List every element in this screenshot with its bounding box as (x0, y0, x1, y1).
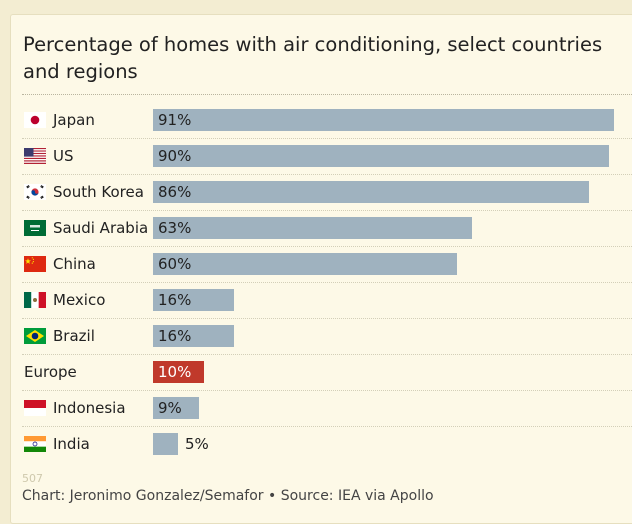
category-label-saudi-arabia: Saudi Arabia (24, 217, 148, 239)
bar-mexico (153, 289, 234, 311)
category-text: China (53, 255, 96, 273)
bar-europe (153, 361, 204, 383)
category-label-europe: Europe (24, 361, 77, 383)
category-text: Japan (53, 111, 95, 129)
category-text: Brazil (53, 327, 95, 345)
category-label-indonesia: Indonesia (24, 397, 126, 419)
value-label-south-korea: 86% (158, 183, 192, 201)
bar-indonesia (153, 397, 199, 419)
bar-japan (153, 109, 614, 131)
india-flag-icon (24, 436, 46, 452)
row-separator (22, 174, 632, 175)
saudi-arabia-flag-icon (24, 220, 46, 236)
bar-brazil (153, 325, 234, 347)
row-separator (22, 210, 632, 211)
category-text: South Korea (53, 183, 144, 201)
row-separator (22, 282, 632, 283)
category-text: Europe (24, 363, 77, 381)
category-text: US (53, 147, 74, 165)
bar-china (153, 253, 457, 275)
category-label-india: India (24, 433, 90, 455)
bar-chart: Japan 91% US 90% South Korea 86% Saudi Arabia 6… (22, 109, 632, 455)
japan-flag-icon (24, 112, 46, 128)
value-label-saudi-arabia: 63% (158, 219, 192, 237)
china-flag-icon (24, 256, 46, 272)
brazil-flag-icon (24, 328, 46, 344)
indonesia-flag-icon (24, 400, 46, 416)
value-label-indonesia: 9% (158, 399, 182, 417)
value-label-india: 5% (185, 435, 209, 453)
us-flag-icon (24, 148, 46, 164)
category-label-japan: Japan (24, 109, 95, 131)
source-note: Chart: Jeronimo Gonzalez/Semafor • Sourc… (22, 488, 434, 504)
value-label-us: 90% (158, 147, 192, 165)
row-separator (22, 354, 632, 355)
mexico-flag-icon (24, 292, 46, 308)
row-separator (22, 426, 632, 427)
value-label-mexico: 16% (158, 291, 192, 309)
category-text: Mexico (53, 291, 106, 309)
category-label-brazil: Brazil (24, 325, 95, 347)
category-text: Indonesia (53, 399, 126, 417)
category-text: Saudi Arabia (53, 219, 149, 237)
bar-us (153, 145, 609, 167)
category-label-us: US (24, 145, 74, 167)
title-divider (22, 94, 632, 95)
chart-title: Percentage of homes with air conditionin… (23, 33, 603, 83)
category-label-china: China (24, 253, 96, 275)
category-label-south-korea: South Korea (24, 181, 144, 203)
bar-saudi-arabia (153, 217, 472, 239)
value-label-china: 60% (158, 255, 192, 273)
value-label-europe: 10% (158, 363, 192, 381)
south-korea-flag-icon (24, 184, 46, 200)
row-separator (22, 318, 632, 319)
value-label-brazil: 16% (158, 327, 192, 345)
bar-india (153, 433, 178, 455)
row-separator (22, 246, 632, 247)
row-separator (22, 138, 632, 139)
category-label-mexico: Mexico (24, 289, 105, 311)
bar-south-korea (153, 181, 589, 203)
row-separator (22, 390, 632, 391)
value-label-japan: 91% (158, 111, 192, 129)
category-text: India (53, 435, 90, 453)
faint-mark: 507 (22, 472, 43, 485)
